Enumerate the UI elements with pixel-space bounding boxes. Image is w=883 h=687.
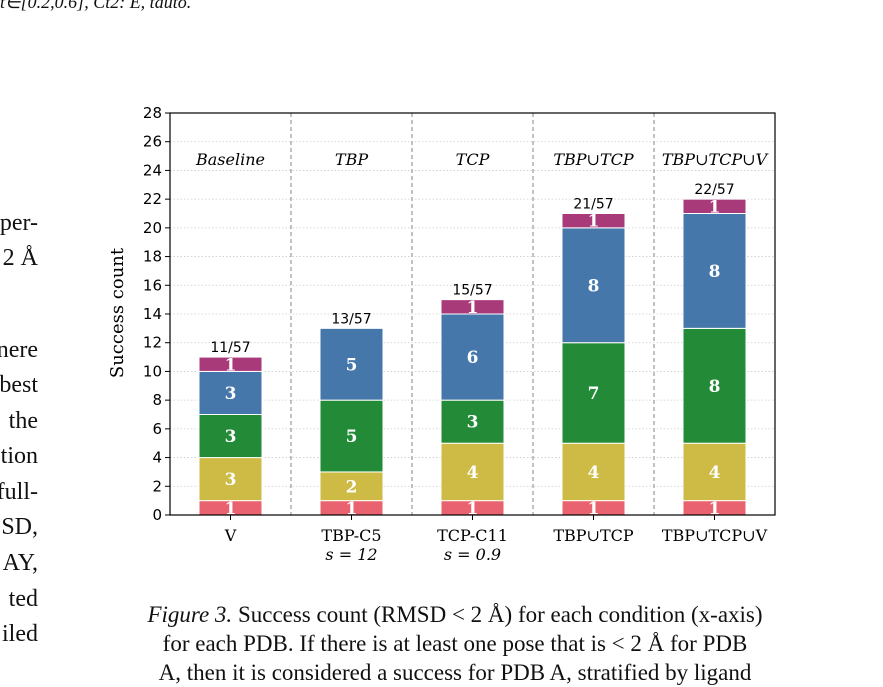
side-line: best	[0, 372, 38, 398]
stacked-bar-chart: 1333111/57Baseline125513/57TBP1436115/57…	[107, 104, 776, 564]
side-line: the	[8, 408, 38, 434]
y-axis-label: Success count	[107, 247, 128, 378]
y-tick-label: 12	[143, 334, 162, 352]
bar-segment	[561, 213, 626, 229]
segment-value-label: 1	[588, 212, 600, 232]
segment-value-label: 1	[467, 499, 479, 519]
bar-segment	[319, 327, 384, 401]
total-label: 15/57	[452, 283, 492, 299]
bars: 1333111/57Baseline125513/57TBP1436115/57…	[195, 150, 769, 519]
y-tick-label: 14	[143, 305, 162, 323]
segment-value-label: 2	[346, 477, 358, 497]
bar-segment	[561, 342, 626, 444]
bar-segment	[440, 399, 505, 444]
total-label: 13/57	[331, 311, 371, 327]
side-line: SD,	[1, 514, 38, 540]
segment-value-label: 1	[709, 499, 721, 519]
caption-line-1: Success count (RMSD < 2 Å) for each cond…	[237, 602, 763, 627]
bar-segment	[198, 457, 263, 502]
side-line: 2 Å	[2, 245, 38, 271]
side-line: iled	[2, 621, 38, 647]
segment-value-label: 8	[709, 377, 721, 397]
total-label: 21/57	[573, 197, 613, 213]
segment-value-label: 4	[709, 463, 721, 483]
bar-segment	[440, 313, 505, 401]
group-header: TBP∪TCP	[553, 150, 634, 169]
bar-segment	[682, 442, 747, 502]
segment-value-label: 3	[225, 427, 237, 447]
y-tick-label: 10	[143, 362, 162, 380]
group-header: Baseline	[195, 150, 265, 169]
y-tick-label: 16	[143, 276, 162, 294]
plot-frame	[169, 112, 776, 516]
y-tick-label: 20	[143, 219, 162, 237]
bar-segment	[198, 356, 263, 372]
x-tick-sublabel: s = 0.9	[444, 545, 501, 564]
bar-segment	[682, 213, 747, 329]
bar-segment	[682, 198, 747, 214]
side-line: nere	[0, 337, 38, 363]
y-tick-label: 6	[152, 420, 162, 438]
x-tick-sublabel: s = 12	[325, 545, 377, 564]
caption-line-2: for each PDB. If there is at least one p…	[162, 631, 748, 656]
bar-segment	[440, 442, 505, 502]
side-line: per-	[0, 210, 38, 236]
x-tick-label: TCP-C11	[437, 526, 508, 545]
side-text-column: per- 2 Å nere best the tion full- SD, AY…	[0, 0, 40, 672]
y-tick-label: 28	[143, 104, 162, 122]
segment-value-label: 7	[588, 384, 600, 404]
segment-value-label: 6	[467, 348, 479, 368]
bar-segment	[561, 227, 626, 344]
y-tick-label: 22	[143, 190, 162, 208]
segment-value-label: 3	[225, 384, 237, 404]
bar-segment	[561, 442, 626, 502]
segment-value-label: 1	[346, 499, 358, 519]
side-line: AY,	[2, 550, 38, 576]
segment-value-label: 1	[709, 197, 721, 217]
segment-value-label: 8	[588, 276, 600, 296]
y-tick-label: 4	[152, 449, 162, 467]
x-tick-label: V	[224, 526, 237, 545]
group-header: TBP	[335, 150, 368, 169]
segment-value-label: 1	[588, 499, 600, 519]
y-tick-label: 8	[152, 391, 162, 409]
segment-value-label: 1	[225, 355, 237, 375]
y-tick-label: 2	[152, 477, 162, 495]
x-tick-label: TBP∪TCP	[553, 526, 634, 545]
x-tick-label: TBP-C5	[321, 526, 381, 545]
segment-value-label: 4	[467, 463, 479, 483]
y-tick-label: 18	[143, 248, 162, 266]
side-line: full-	[0, 479, 38, 505]
bar-segment	[198, 370, 263, 415]
figure-label: Figure 3.	[147, 602, 233, 627]
total-label: 22/57	[694, 182, 734, 198]
top-text-fragment: t∈[0.2,0.6], Ct2: E, tauto.	[0, 0, 192, 12]
x-tick-label: TBP∪TCP∪V	[662, 526, 768, 545]
side-line: ted	[8, 586, 38, 612]
segment-value-label: 1	[225, 499, 237, 519]
group-header: TBP∪TCP∪V	[662, 150, 769, 169]
y-tick-label: 24	[143, 161, 162, 179]
segment-value-label: 8	[709, 262, 721, 282]
segment-value-label: 1	[467, 298, 479, 318]
caption-line-3: A, then it is considered a success for P…	[158, 660, 752, 685]
side-line: tion	[0, 443, 38, 469]
figure-caption: Figure 3. Success count (RMSD < 2 Å) for…	[90, 600, 820, 687]
bar-segment	[440, 299, 505, 315]
bar-segment	[682, 327, 747, 444]
segment-value-label: 5	[346, 355, 358, 375]
segment-value-label: 3	[225, 470, 237, 490]
group-header: TCP	[456, 150, 490, 169]
segment-value-label: 5	[346, 427, 358, 447]
group-separators	[290, 113, 655, 515]
segment-value-label: 4	[588, 463, 600, 483]
segment-value-label: 3	[467, 413, 479, 433]
y-tick-label: 0	[152, 506, 162, 524]
total-label: 11/57	[210, 340, 250, 356]
y-tick-label: 26	[143, 133, 162, 151]
